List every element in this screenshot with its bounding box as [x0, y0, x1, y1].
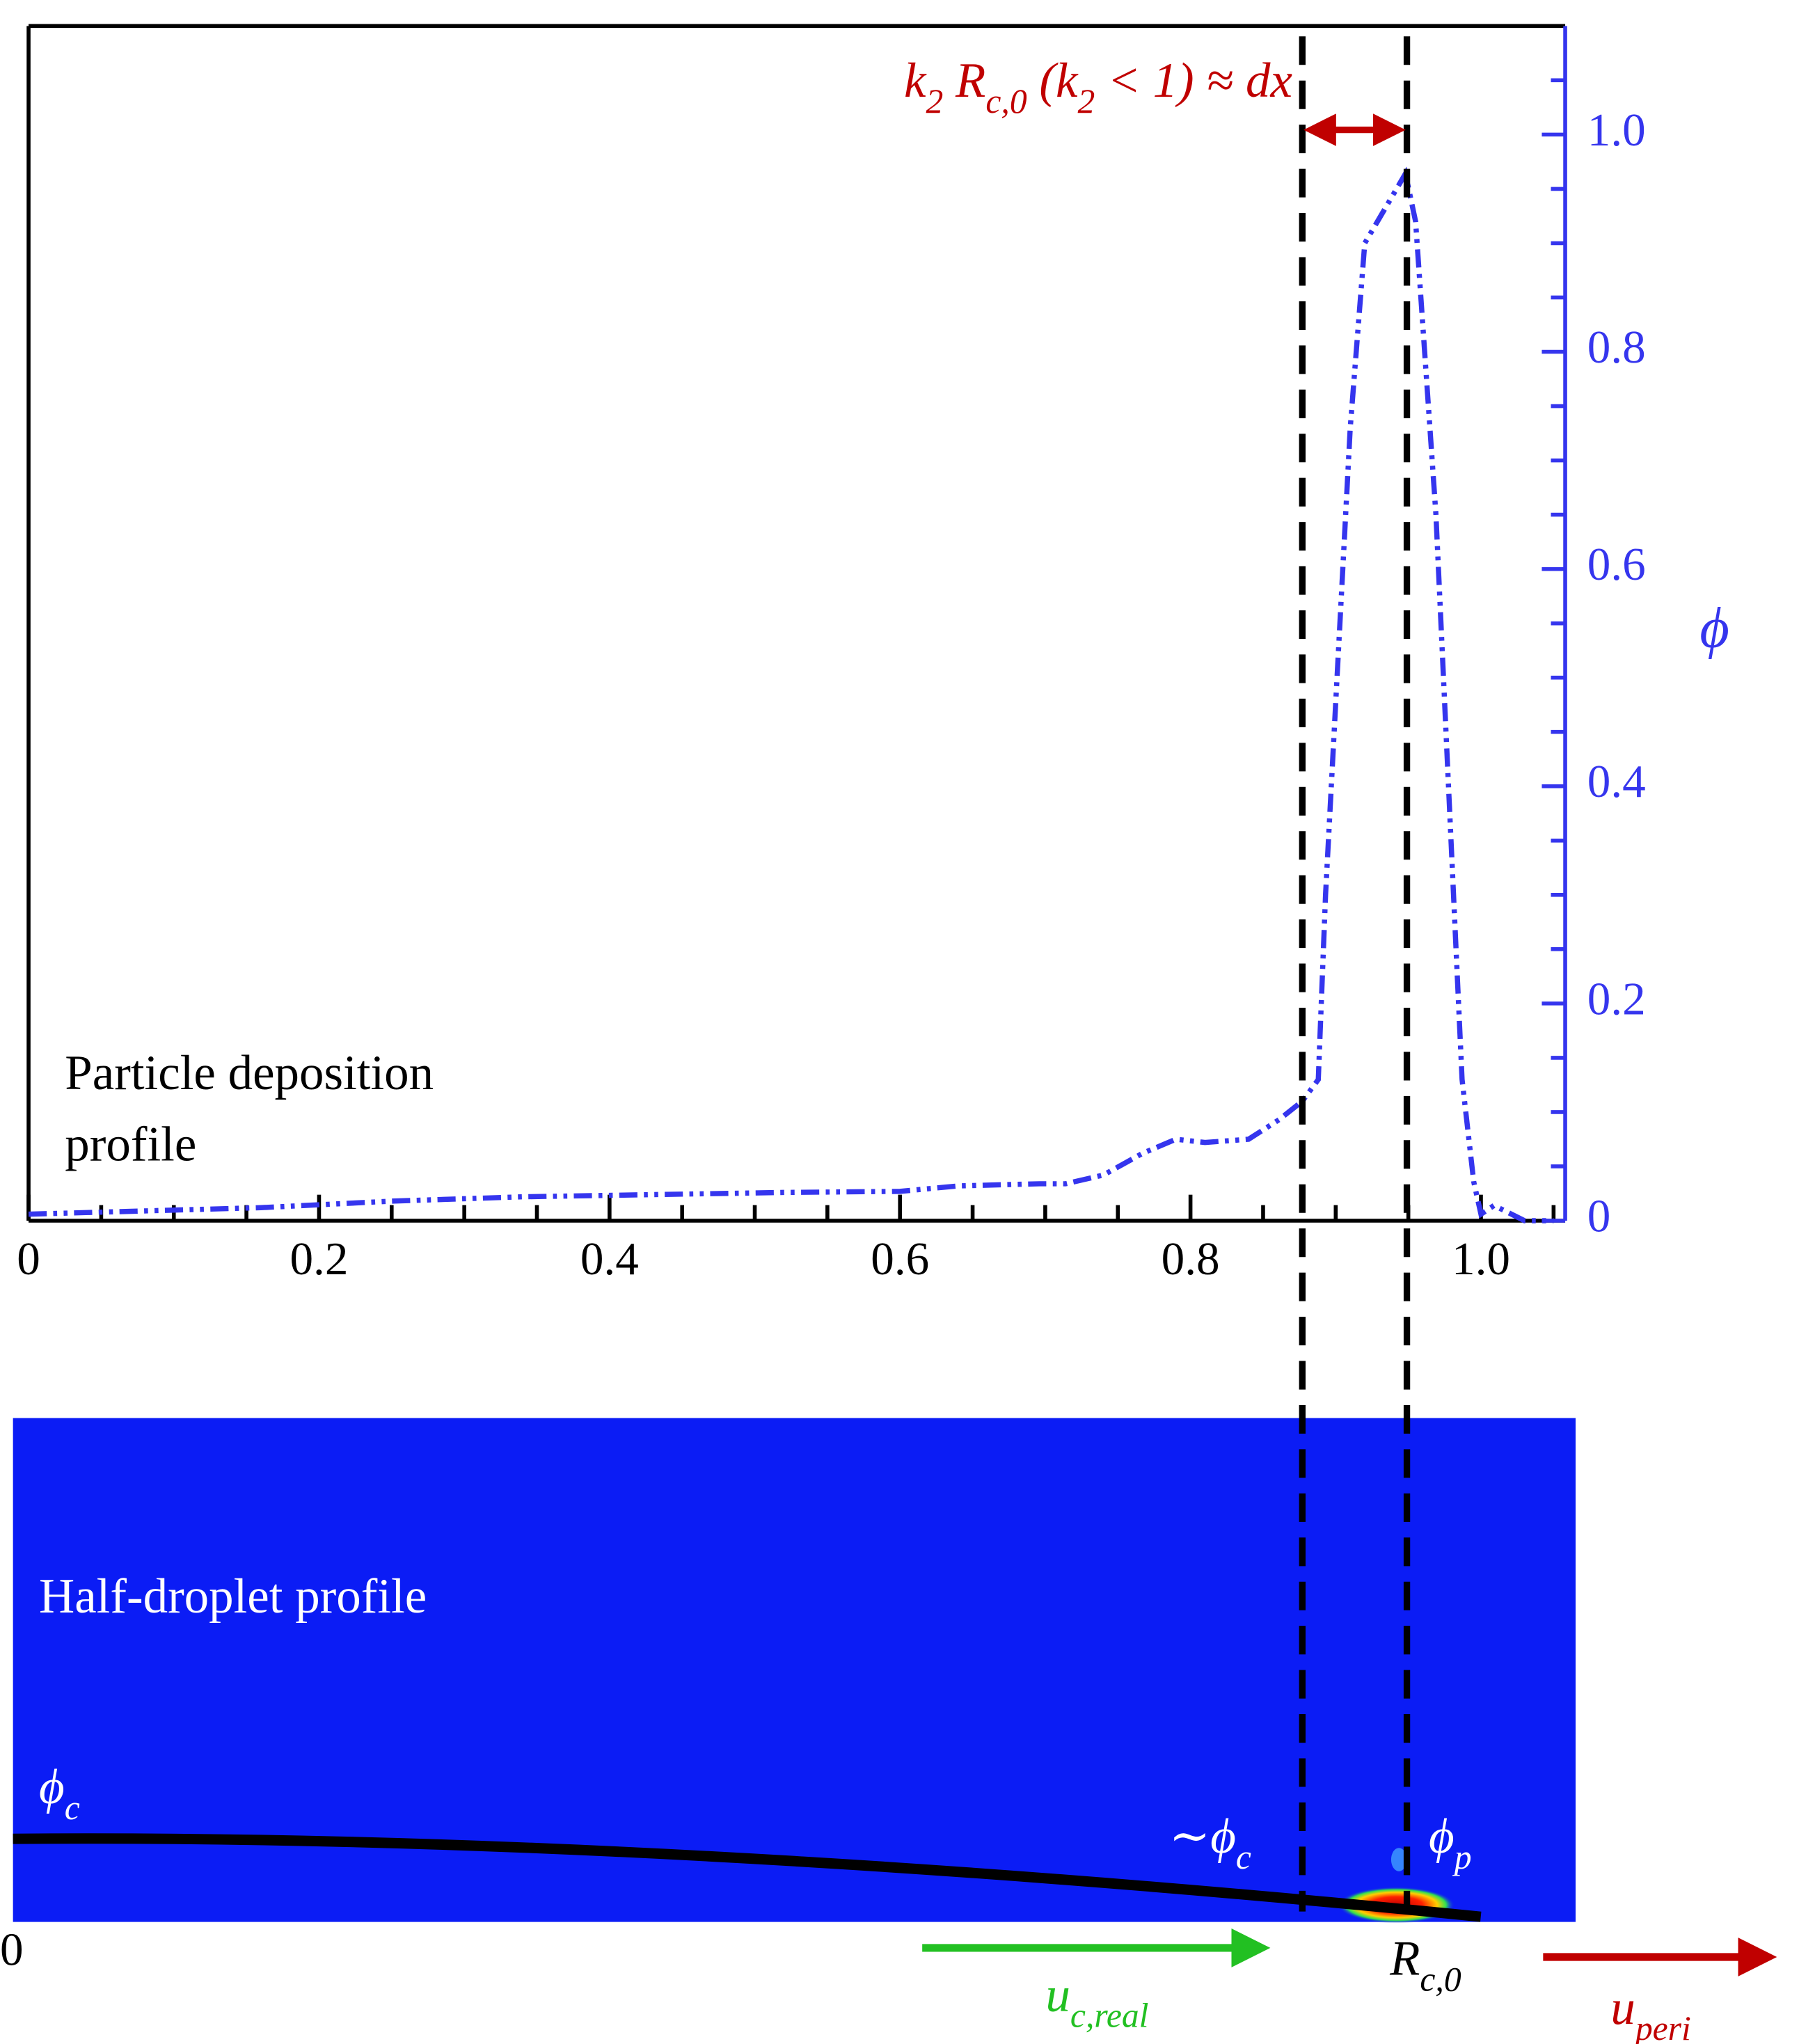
droplet-panel — [13, 1418, 1576, 1922]
rc0-label-part: R — [1389, 1932, 1420, 1986]
dx-annotation-part: k — [904, 54, 927, 108]
y2-tick-label: 0 — [1587, 1189, 1611, 1242]
y2-axis-label: ϕ — [1699, 596, 1729, 659]
approx-phi-c-label-part: c — [1236, 1838, 1251, 1876]
dx-annotation-part: 2 — [926, 82, 944, 120]
droplet-interface — [13, 1833, 1482, 1922]
x-tick-label: 0.8 — [1162, 1233, 1220, 1285]
phi-p-label-part: ϕ — [1429, 1809, 1455, 1864]
origin-label: 0 — [0, 1924, 24, 1976]
x-tick-label: 0.4 — [580, 1233, 639, 1285]
rc0-label-part: c,0 — [1420, 1960, 1461, 1998]
phi-p-label: ϕp — [1429, 1809, 1472, 1876]
small-spot — [1390, 1848, 1407, 1871]
approx-phi-c-label-part: ∼ϕ — [1169, 1809, 1236, 1864]
profile-label: profile — [65, 1118, 196, 1172]
rc0-label: Rc,0 — [1389, 1932, 1461, 1999]
approx-phi-c-label: ∼ϕc — [1169, 1809, 1251, 1876]
dx-annotation-part: (k — [1027, 54, 1079, 108]
y2-tick-label: 0.8 — [1587, 321, 1646, 373]
u-c-real-label: uc,real — [1045, 1968, 1148, 2035]
u-peri-label: uperi — [1610, 1981, 1690, 2044]
x-tick-label: 1.0 — [1452, 1233, 1510, 1285]
dx-annotation-part: < 1) ≈ dx — [1095, 54, 1292, 108]
phi-p-label-part: p — [1452, 1838, 1472, 1876]
u-peri-label-part: u — [1610, 1981, 1635, 2035]
panel-title: Half-droplet profile — [39, 1569, 427, 1624]
y2-tick-label: 0.6 — [1587, 538, 1646, 590]
dx-annotation: k2 Rc,0 (k2 < 1) ≈ dx — [904, 54, 1292, 120]
dx-annotation-part: 2 — [1077, 82, 1095, 120]
x-tick-label: 0 — [17, 1233, 40, 1285]
phi-c-label-part: ϕ — [39, 1760, 65, 1814]
phi-line — [28, 166, 1554, 1223]
x-tick-label: 0.6 — [871, 1233, 929, 1285]
y2-tick-label: 0.2 — [1587, 972, 1646, 1024]
dx-annotation-part: c,0 — [985, 82, 1027, 120]
y2-tick-label: 1.0 — [1587, 104, 1646, 156]
profile-label: Particle deposition — [65, 1046, 434, 1100]
phi-c-label-part: c — [65, 1789, 80, 1827]
u-c-real-label-part: c,real — [1070, 1996, 1149, 2034]
u-c-real-label-part: u — [1045, 1968, 1070, 2022]
u-peri-label-part: peri — [1633, 2009, 1691, 2044]
x-tick-label: 0.2 — [290, 1233, 348, 1285]
y2-tick-label: 0.4 — [1587, 755, 1646, 807]
phi-c-label: ϕc — [39, 1760, 80, 1827]
dx-annotation-part: R — [943, 54, 985, 108]
